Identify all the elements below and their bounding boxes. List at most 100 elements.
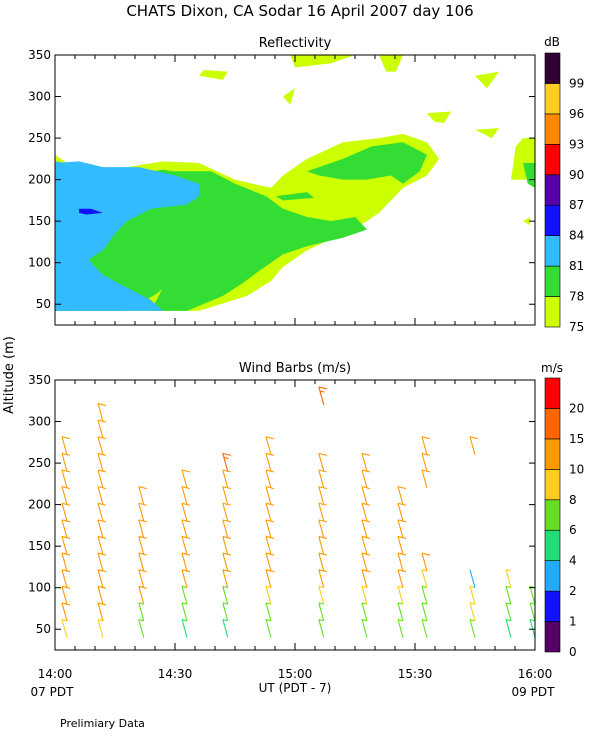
wind-barb <box>265 486 275 505</box>
wind-barb <box>469 602 476 622</box>
reflectivity-contours <box>55 55 535 311</box>
wind-barb <box>61 436 71 455</box>
wind-barb <box>181 486 191 505</box>
x-tick-label: 15:30 <box>398 667 433 681</box>
wind-barb <box>181 619 188 638</box>
wind-legend-swatch <box>544 438 561 470</box>
x-tick-label: 16:00 <box>518 667 553 681</box>
reflectivity-contour-region <box>79 208 103 215</box>
wind-ytick-label: 100 <box>28 581 51 595</box>
reflectivity-ytick-label: 200 <box>28 173 51 187</box>
footer-note: Prelimiary Data <box>60 717 145 730</box>
x-axis-label: UT (PDT - 7) <box>259 681 332 695</box>
wind-barb <box>397 486 407 505</box>
wind-legend-swatch <box>544 377 561 409</box>
reflectivity-contour-region <box>307 142 427 184</box>
wind-barb <box>529 585 536 605</box>
wind-ytick-label: 350 <box>28 373 51 387</box>
wind-barb <box>222 452 231 472</box>
wind-barb <box>361 519 371 538</box>
wind-barb <box>61 469 71 489</box>
wind-barb <box>421 436 431 455</box>
wind-barb <box>421 569 428 588</box>
wind-barb <box>97 502 107 522</box>
wind-barb <box>61 585 71 605</box>
wind-barb <box>397 519 407 538</box>
wind-barb <box>222 486 231 505</box>
wind-barb <box>61 619 68 638</box>
reflectivity-legend-label: 84 <box>569 229 584 243</box>
wind-barb <box>61 452 71 472</box>
wind-barb <box>138 552 147 572</box>
reflectivity-legend: 75 78 81 84 87 90 93 96 99 <box>544 52 584 334</box>
wind-barb <box>265 436 275 455</box>
reflectivity-ytick-label: 150 <box>28 214 51 228</box>
wind-barb <box>361 535 371 555</box>
wind-barb <box>97 602 107 622</box>
wind-legend-label: 6 <box>569 523 577 537</box>
wind-barbs-frame <box>54 379 536 651</box>
wind-legend-label: 1 <box>569 615 577 629</box>
wind-barb <box>397 602 404 622</box>
wind-barb <box>181 469 191 489</box>
wind-barb <box>61 519 71 538</box>
reflectivity-contour-region <box>379 55 403 72</box>
wind-barb <box>318 386 327 406</box>
wind-legend-label: 15 <box>569 432 584 446</box>
wind-barb <box>265 585 272 605</box>
reflectivity-contour-region <box>55 161 168 311</box>
wind-barb <box>181 535 191 555</box>
x-tick-label: 14:00 <box>38 667 73 681</box>
wind-barb <box>265 535 275 555</box>
wind-barb <box>97 552 107 572</box>
wind-barb <box>265 502 275 522</box>
wind-barb <box>97 519 107 538</box>
wind-barb <box>222 569 231 588</box>
wind-barb <box>61 569 71 588</box>
wind-barb <box>97 585 107 605</box>
wind-legend-label: 2 <box>569 584 577 598</box>
wind-barb <box>361 452 371 472</box>
wind-barb <box>318 535 327 555</box>
wind-barb <box>222 519 231 538</box>
wind-barb <box>397 569 407 588</box>
wind-barb <box>469 619 476 638</box>
reflectivity-ytick-label: 350 <box>28 48 51 62</box>
wind-barb <box>318 552 327 572</box>
wind-barb <box>222 552 231 572</box>
wind-barbs-axis: 50 100 150 200 250 300 350 <box>28 373 536 650</box>
wind-barb <box>397 552 407 572</box>
reflectivity-contour-region <box>475 71 499 89</box>
chart-title: CHATS Dixon, CA Sodar 16 April 2007 day … <box>126 2 473 20</box>
x-left-note: 07 PDT <box>31 685 75 699</box>
x-right-note: 09 PDT <box>512 685 556 699</box>
wind-legend-swatch <box>544 469 561 501</box>
wind-legend-swatch <box>544 590 561 622</box>
wind-barb <box>361 502 371 522</box>
wind-barb <box>265 552 275 572</box>
wind-barb <box>181 569 191 588</box>
wind-legend-swatch <box>544 621 561 653</box>
reflectivity-legend-swatch <box>544 144 561 176</box>
wind-barb <box>505 602 512 622</box>
wind-barb <box>97 535 107 555</box>
reflectivity-legend-swatch <box>544 296 561 328</box>
reflectivity-contour-region <box>290 55 355 68</box>
reflectivity-legend-label: 78 <box>569 290 584 304</box>
wind-barb <box>529 619 536 638</box>
reflectivity-legend-label: 81 <box>569 259 584 273</box>
wind-barb <box>361 469 371 489</box>
reflectivity-legend-label: 87 <box>569 198 584 212</box>
wind-legend-swatch <box>544 529 561 561</box>
wind-barb <box>318 452 327 472</box>
wind-barb <box>138 569 147 588</box>
reflectivity-legend-swatch <box>544 83 561 115</box>
wind-barbs-legend: 0 1 2 4 6 8 10 15 20 <box>544 377 584 659</box>
reflectivity-ytick-label: 300 <box>28 90 51 104</box>
wind-barbs-title: Wind Barbs (m/s) <box>239 361 351 376</box>
reflectivity-legend-label: 93 <box>569 137 584 151</box>
reflectivity-contour-region <box>523 163 535 188</box>
wind-legend-label: 10 <box>569 462 584 476</box>
wind-barb <box>138 619 145 638</box>
